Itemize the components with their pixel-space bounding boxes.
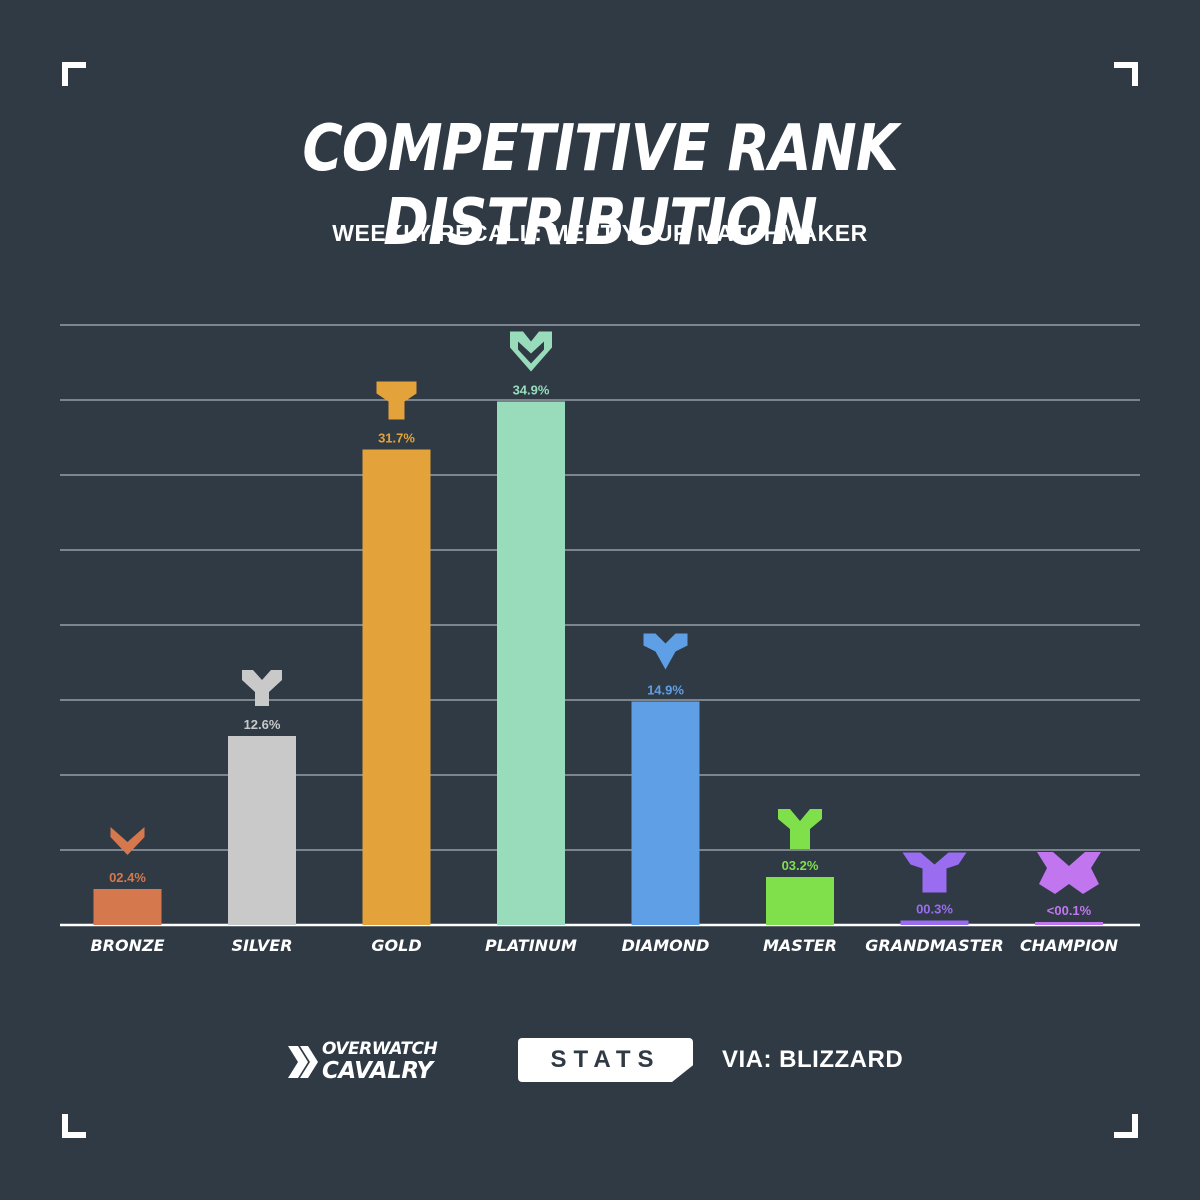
bar-value-label: 14.9% — [647, 683, 684, 698]
page-subtitle: WEEKLY RECALL: MEET YOUR MATCHMAKER — [332, 220, 868, 246]
category-label: GOLD — [371, 936, 421, 955]
bar-grandmaster — [900, 920, 969, 925]
champion-rank-icon — [1037, 852, 1101, 894]
gridlines — [60, 324, 1140, 851]
corner-bracket-bottom-right — [1114, 1114, 1138, 1138]
corner-bracket-bottom-left — [62, 1114, 86, 1138]
bar-value-label: 31.7% — [378, 431, 415, 446]
bar-platinum — [497, 401, 565, 925]
diamond-rank-icon — [643, 633, 688, 670]
bar-silver — [228, 736, 296, 925]
category-label: GRANDMASTER — [865, 936, 1004, 955]
bar-value-label: 02.4% — [109, 870, 146, 885]
corner-bracket-top-right — [1114, 62, 1138, 86]
bar-master — [766, 877, 834, 925]
bar-gold — [362, 449, 431, 925]
page-title: COMPETITIVE RANK DISTRIBUTION — [302, 112, 898, 260]
bar-value-label: 03.2% — [782, 858, 819, 873]
bar-value-label: 00.3% — [916, 902, 953, 917]
grandmaster-rank-icon — [902, 852, 967, 893]
stats-badge: STATS — [518, 1038, 693, 1082]
category-label: SILVER — [231, 936, 292, 955]
rank-distribution-chart: 02.4% BRONZE 12.6% SILVER 31.7% GOLD 34.9% PLAT… — [60, 324, 1140, 955]
bar-bronze — [93, 889, 162, 925]
category-label: DIAMOND — [622, 936, 710, 955]
gold-rank-icon — [376, 381, 417, 420]
bar-value-label: 34.9% — [513, 383, 550, 398]
category-label: CHAMPION — [1020, 936, 1119, 955]
master-rank-icon — [778, 809, 822, 849]
silver-rank-icon — [242, 670, 282, 706]
brand-line-2: CAVALRY — [322, 1058, 433, 1084]
bar-diamond — [631, 701, 700, 925]
category-label: MASTER — [763, 936, 837, 955]
category-label: BRONZE — [90, 936, 164, 955]
chevron-logo-icon — [288, 1046, 318, 1078]
platinum-rank-icon — [510, 331, 552, 372]
bronze-rank-icon — [110, 827, 145, 855]
category-label: PLATINUM — [485, 936, 577, 955]
bar-value-label: <00.1% — [1047, 903, 1092, 918]
source-credit: VIA: BLIZZARD — [722, 1046, 904, 1073]
footer: OVERWATCH CAVALRY STATS VIA: BLIZZARD — [0, 1030, 1200, 1090]
bar-champion — [1035, 922, 1103, 925]
corner-bracket-top-left — [62, 62, 86, 86]
bar-value-label: 12.6% — [244, 717, 281, 732]
brand-line-1: OVERWATCH — [322, 1039, 438, 1059]
